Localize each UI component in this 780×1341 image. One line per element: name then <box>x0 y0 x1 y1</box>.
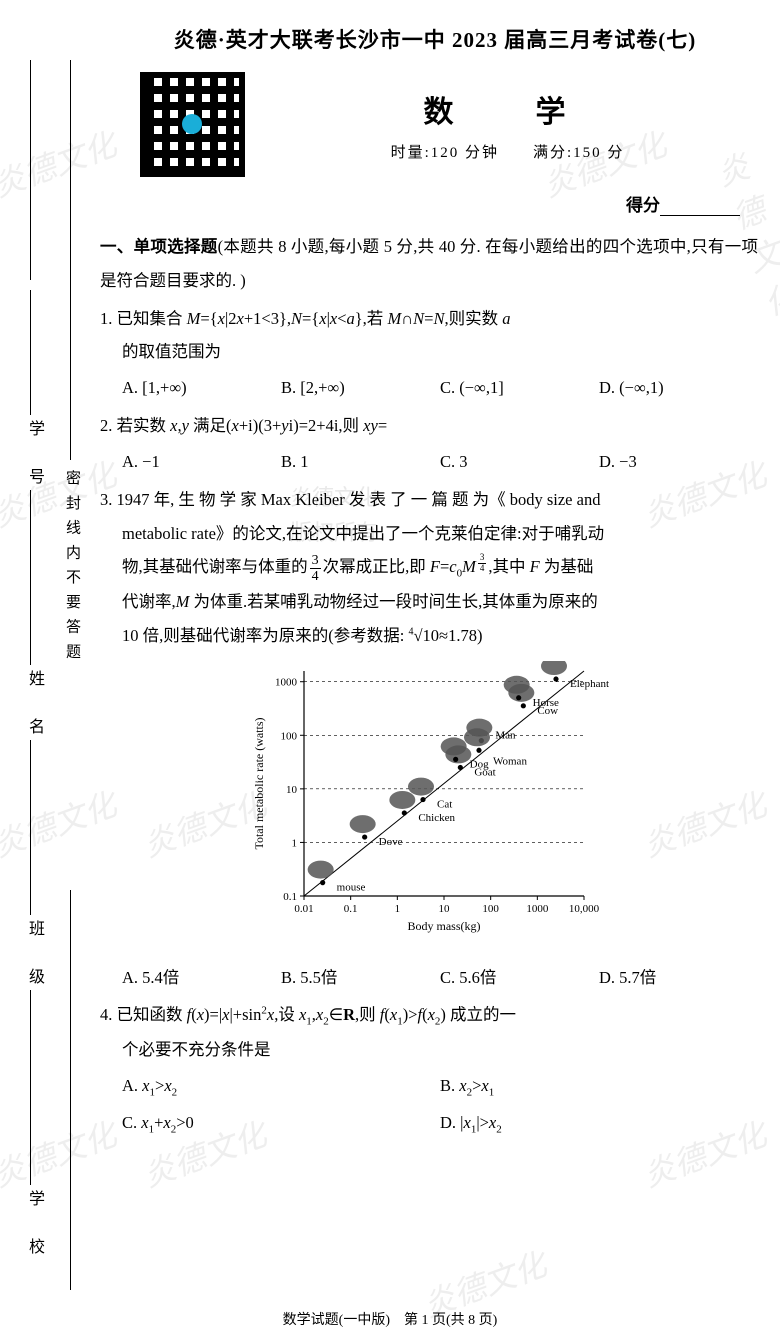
question-3: 3. 1947 年, 生 物 学 家 Max Kleiber 发 表 了 一 篇… <box>100 483 770 995</box>
q3-opt-d[interactable]: D. 5.7倍 <box>599 961 758 995</box>
svg-text:Man: Man <box>495 729 516 741</box>
qr-code-icon <box>140 72 245 177</box>
question-1: 1. 已知集合 M={x|2x+1<3},N={x|x<a},若 M∩N=N,则… <box>100 302 770 405</box>
svg-text:Horse: Horse <box>533 697 559 709</box>
svg-text:10,000: 10,000 <box>569 903 600 915</box>
svg-text:Cat: Cat <box>437 798 452 810</box>
svg-text:1: 1 <box>395 903 401 915</box>
q4-opt-c[interactable]: C. x1+x2>0 <box>122 1106 440 1141</box>
q3-opt-a[interactable]: A. 5.4倍 <box>122 961 281 995</box>
score-blank[interactable] <box>660 215 740 216</box>
q2-opt-d[interactable]: D. −3 <box>599 445 758 479</box>
sidebar-label-name: 姓 名 <box>22 670 46 742</box>
svg-text:0.01: 0.01 <box>294 903 313 915</box>
sidebar-label-class: 班 级 <box>22 920 46 992</box>
q4-opt-b[interactable]: B. x2>x1 <box>440 1069 758 1104</box>
q1-opt-b[interactable]: B. [2,+∞) <box>281 371 440 405</box>
question-2: 2. 若实数 x,y 满足(x+i)(3+yi)=2+4i,则 xy= A. −… <box>100 409 770 479</box>
svg-text:Dove: Dove <box>379 836 403 848</box>
exam-meta: 时量:120 分钟 满分:150 分 <box>245 141 770 162</box>
svg-text:1000: 1000 <box>526 903 549 915</box>
svg-text:0.1: 0.1 <box>344 903 358 915</box>
q3-opt-b[interactable]: B. 5.5倍 <box>281 961 440 995</box>
svg-text:Body mass(kg): Body mass(kg) <box>408 919 481 933</box>
q4-opt-a[interactable]: A. x1>x2 <box>122 1069 440 1104</box>
svg-text:Dog: Dog <box>470 758 489 770</box>
q1-opt-d[interactable]: D. (−∞,1) <box>599 371 758 405</box>
section-1-title: 一、单项选择题 <box>100 237 218 256</box>
svg-text:1000: 1000 <box>275 676 298 688</box>
svg-text:10: 10 <box>439 903 451 915</box>
answer-sheet-sidebar: 学 校 班 级 姓 名 学 号 密 封 线 内 不 要 答 题 <box>0 0 95 1341</box>
q1-opt-a[interactable]: A. [1,+∞) <box>122 371 281 405</box>
svg-text:Woman: Woman <box>493 755 527 767</box>
metabolic-rate-chart: 0.111010010000.010.1110100100010,000mous… <box>249 661 609 941</box>
svg-text:Chicken: Chicken <box>418 812 455 824</box>
q2-opt-b[interactable]: B. 1 <box>281 445 440 479</box>
svg-text:Elephant: Elephant <box>570 678 609 690</box>
svg-text:1: 1 <box>292 837 298 849</box>
svg-text:Total metabolic rate (watts): Total metabolic rate (watts) <box>252 717 266 849</box>
exam-title: 炎德·英才大联考长沙市一中 2023 届高三月考试卷(七) <box>100 24 770 54</box>
svg-text:mouse: mouse <box>337 881 366 893</box>
question-4: 4. 已知函数 f(x)=|x|+sin2x,设 x1,x2∈R,则 f(x1)… <box>100 998 770 1140</box>
sidebar-label-id: 学 号 <box>22 420 46 492</box>
svg-text:100: 100 <box>281 730 298 742</box>
svg-text:10: 10 <box>286 784 298 796</box>
subject-title: 数 学 <box>245 87 770 131</box>
sidebar-label-school: 学 校 <box>22 1190 46 1262</box>
q2-opt-c[interactable]: C. 3 <box>440 445 599 479</box>
score-row: 得分 <box>100 191 770 216</box>
svg-text:0.1: 0.1 <box>283 891 297 903</box>
svg-text:100: 100 <box>482 903 499 915</box>
seal-line-text: 密 封 线 内 不 要 答 题 <box>62 470 83 661</box>
q2-opt-a[interactable]: A. −1 <box>122 445 281 479</box>
q4-opt-d[interactable]: D. |x1|>x2 <box>440 1106 758 1141</box>
q3-opt-c[interactable]: C. 5.6倍 <box>440 961 599 995</box>
q1-opt-c[interactable]: C. (−∞,1] <box>440 371 599 405</box>
